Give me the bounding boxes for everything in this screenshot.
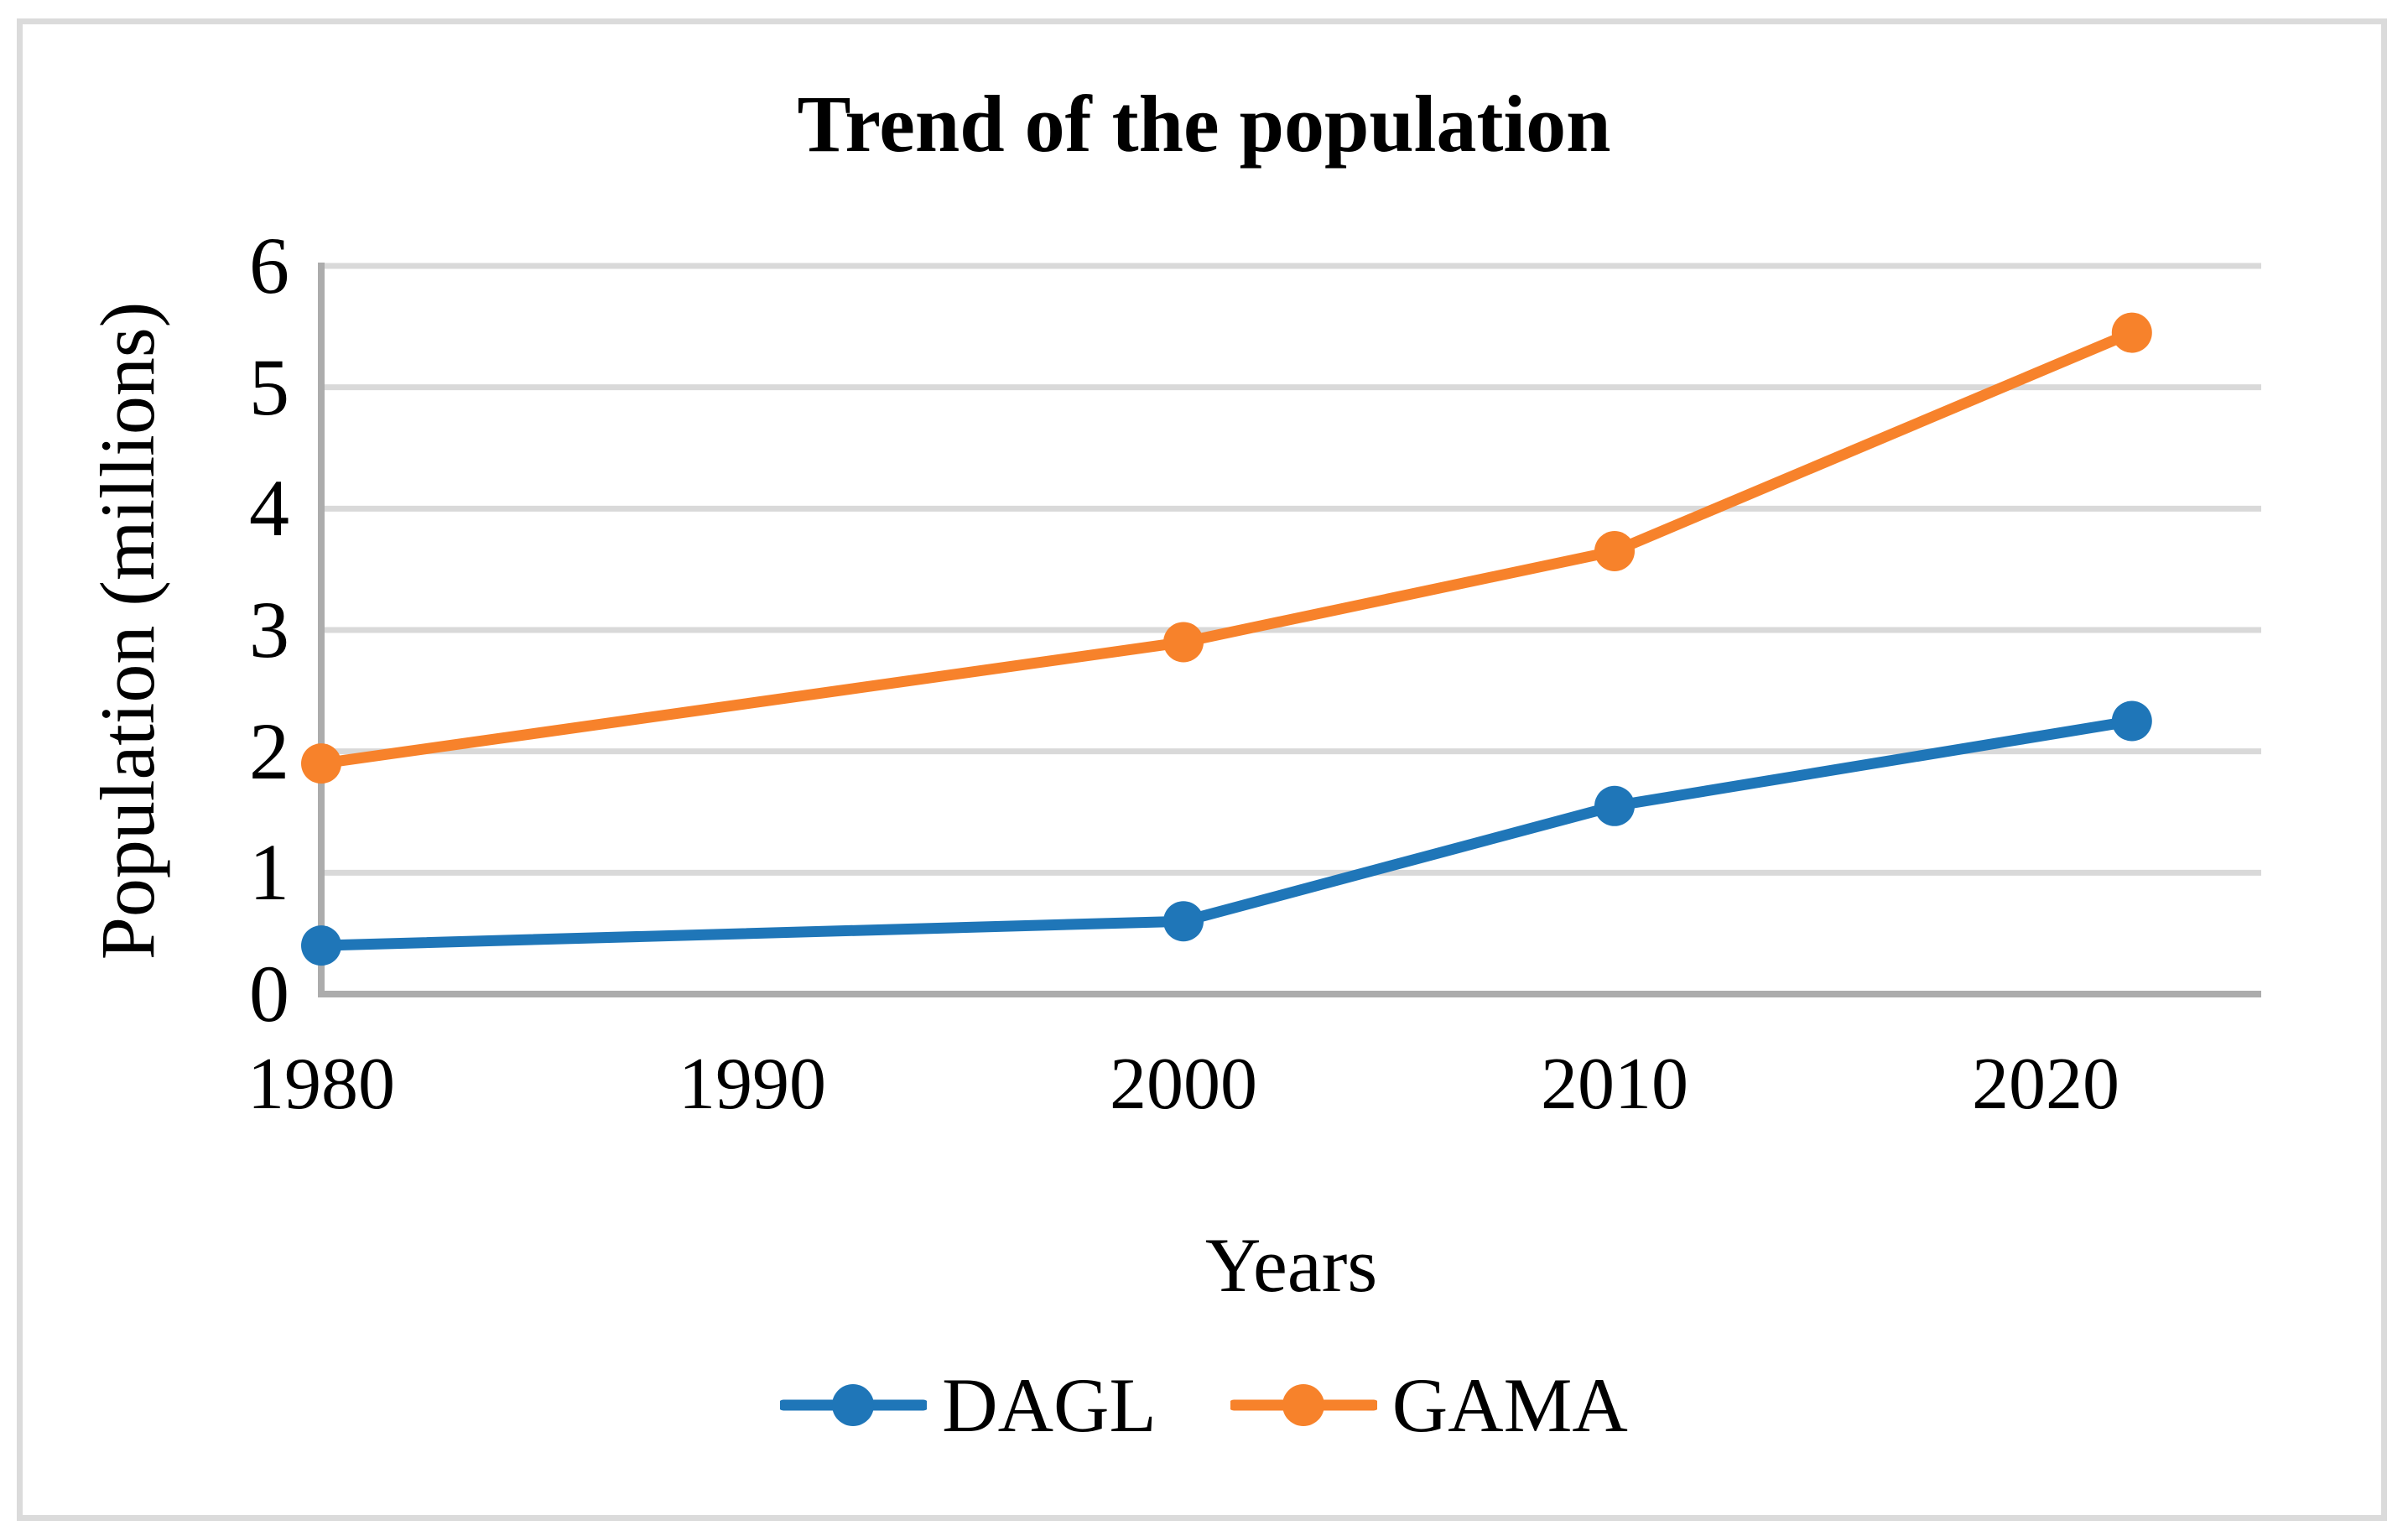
legend-marker-icon: [1230, 1384, 1377, 1426]
x-tick-label: 1980: [247, 1044, 395, 1125]
series-line-dagl: [315, 716, 2138, 951]
data-point-gama: [301, 743, 341, 784]
x-tick-label: 2000: [1110, 1044, 1257, 1125]
data-point-dagl: [1594, 785, 1635, 826]
figure-border: [17, 18, 2387, 1521]
x-tick-label: 1990: [679, 1044, 826, 1125]
y-tick-label: 2: [249, 706, 289, 796]
x-tick-label: 2020: [1972, 1044, 2119, 1125]
data-point-gama: [1594, 530, 1635, 571]
y-tick-label: 5: [249, 341, 289, 432]
legend-label: GAMA: [1391, 1362, 1628, 1448]
legend-marker-icon: [780, 1384, 928, 1426]
legend-item-dagl: DAGL: [780, 1367, 1157, 1444]
chart-title: Trend of the population: [797, 79, 1611, 169]
y-tick-label: 1: [249, 827, 289, 918]
legend-label: DAGL: [942, 1362, 1157, 1448]
y-tick-label: 6: [249, 221, 289, 310]
legend: DAGL GAMA: [0, 1351, 2408, 1460]
series-line-gama: [315, 327, 2138, 769]
x-tick-label: 2010: [1541, 1044, 1688, 1125]
y-tick-label: 4: [249, 463, 289, 554]
data-point-gama: [2111, 312, 2152, 353]
data-point-dagl: [301, 925, 341, 966]
data-point-dagl: [1163, 901, 1204, 942]
legend-item-gama: GAMA: [1230, 1367, 1628, 1444]
data-point-dagl: [2111, 700, 2152, 742]
y-tick-label: 0: [249, 949, 289, 1039]
x-axis-title: Years: [1204, 1222, 1378, 1308]
data-point-gama: [1163, 622, 1204, 663]
y-tick-label: 3: [249, 585, 289, 674]
